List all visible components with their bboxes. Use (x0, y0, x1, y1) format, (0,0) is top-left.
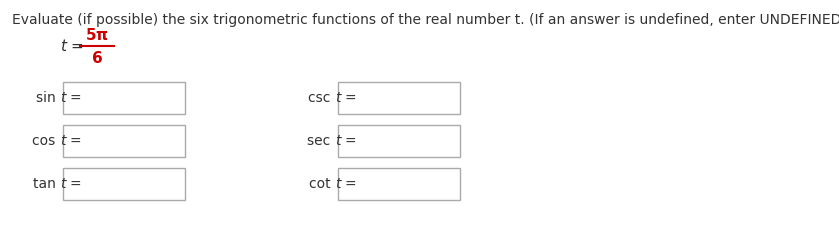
Bar (63, 125, 185, 157)
Bar (63, 168, 185, 200)
Bar (338, 168, 460, 200)
Bar (63, 82, 185, 114)
Text: csc: csc (308, 91, 335, 105)
Text: $t$ =: $t$ = (60, 177, 82, 191)
Text: $t$ =: $t$ = (335, 91, 357, 105)
Text: tan: tan (33, 177, 60, 191)
Text: $\mathbf{6}$: $\mathbf{6}$ (91, 50, 103, 66)
Text: $t$ =: $t$ = (335, 177, 357, 191)
Text: $t$ =: $t$ = (60, 134, 82, 148)
Text: cos: cos (33, 134, 60, 148)
Text: $\mathbf{5\pi}$: $\mathbf{5\pi}$ (85, 27, 109, 43)
Text: $t$ =: $t$ = (335, 134, 357, 148)
Text: $t$ =: $t$ = (60, 38, 84, 54)
Text: $t$ =: $t$ = (60, 91, 82, 105)
Bar (338, 125, 460, 157)
Text: Evaluate (if possible) the six trigonometric functions of the real number t. (If: Evaluate (if possible) the six trigonome… (12, 13, 839, 27)
Bar (338, 82, 460, 114)
Text: cot: cot (309, 177, 335, 191)
Text: sin: sin (36, 91, 60, 105)
Text: sec: sec (307, 134, 335, 148)
